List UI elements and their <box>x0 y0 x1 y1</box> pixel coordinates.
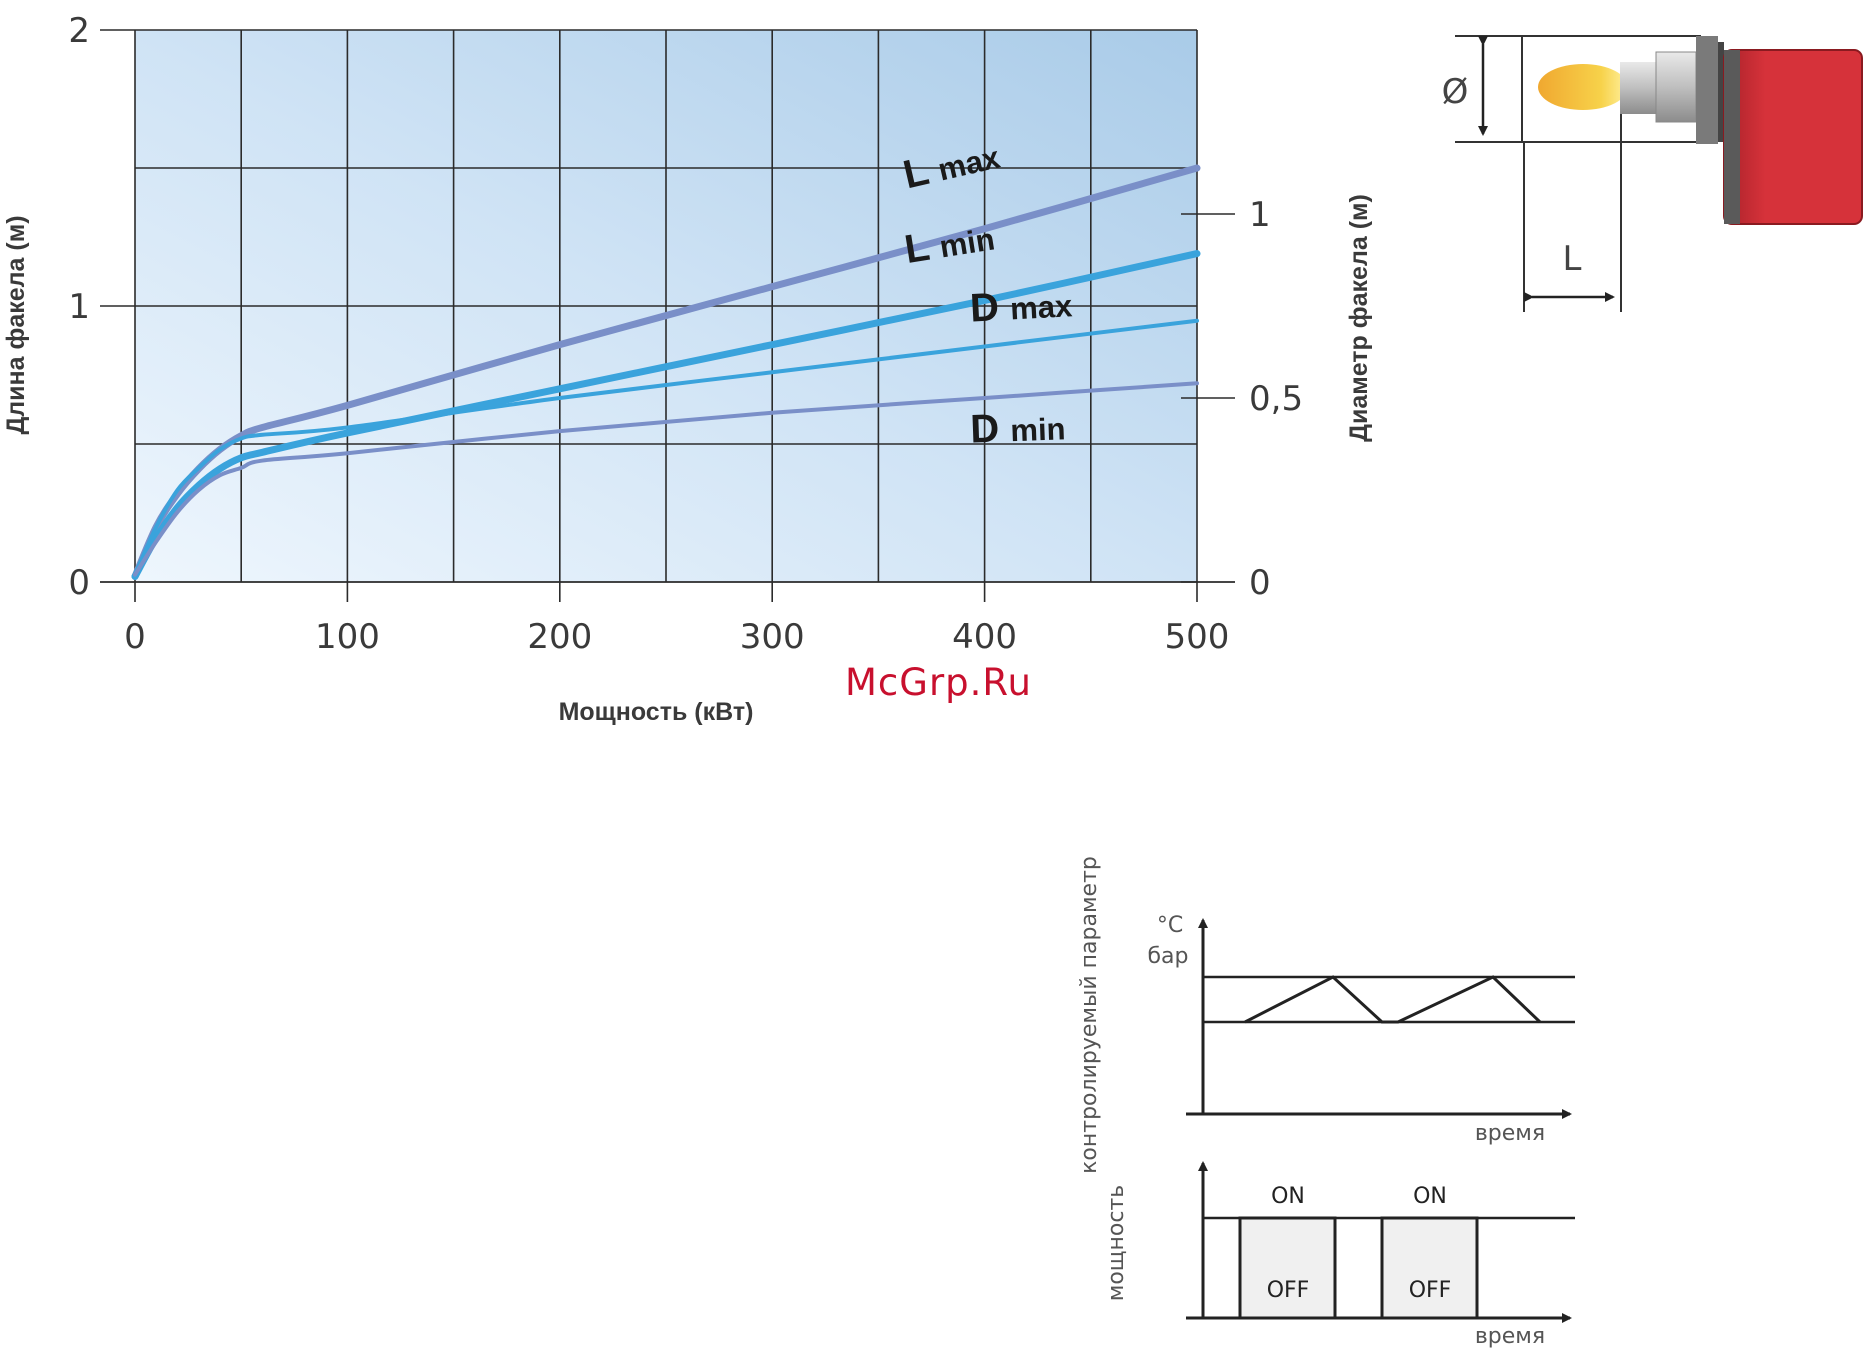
axis-ticks: 0 1 2 0 100 200 300 400 500 0 0,5 1 <box>68 11 1303 657</box>
y-right-tick-label: 0 <box>1249 563 1271 603</box>
x-axis-title: Мощность (кВт) <box>559 698 754 726</box>
length-label: L <box>1563 239 1582 279</box>
y-left-tick-label: 0 <box>68 563 90 603</box>
on-block-2 <box>1380 1216 1479 1320</box>
curve-label-suffix: min <box>1010 411 1066 448</box>
unit-celsius: °C <box>1157 913 1183 938</box>
off-label-1: OFF <box>1267 1278 1310 1303</box>
series-line-l-max <box>131 164 1201 580</box>
watermark: McGrp.Ru <box>845 661 1032 704</box>
curve-label-letter: D <box>970 406 1012 451</box>
flange-edge <box>1718 42 1724 142</box>
x-tick-label: 0 <box>124 617 146 657</box>
series-line-d-min <box>133 381 1199 577</box>
series-line-d-max <box>133 318 1199 577</box>
control-diagram: °C бар контролируемый параметр время ON … <box>1077 856 1575 1348</box>
lower-x-label: время <box>1475 1324 1545 1348</box>
curves <box>131 164 1201 580</box>
burner-housing <box>1723 49 1863 225</box>
upper-y-title: контролируемый параметр <box>1077 856 1102 1174</box>
diameter-label: Ø <box>1442 72 1469 112</box>
nozzle-body <box>1655 51 1697 123</box>
flange <box>1696 36 1718 144</box>
y-right-tick-label: 0,5 <box>1249 379 1303 419</box>
y-right-tick-label: 1 <box>1249 195 1271 235</box>
on-label-1: ON <box>1271 1184 1305 1209</box>
y-left-axis-title: Длина факела (м) <box>2 215 30 434</box>
curve-label-d-max: D max <box>969 281 1074 330</box>
y-left-tick-label: 2 <box>68 11 90 51</box>
flame-dimension-chart: 0 1 2 0 100 200 300 400 500 0 0,5 1 L max L min D max… <box>2 11 1373 726</box>
on-block-1 <box>1238 1216 1337 1320</box>
on-label-2: ON <box>1413 1184 1447 1209</box>
unit-bar: бар <box>1147 944 1188 969</box>
nozzle-tip <box>1620 62 1656 114</box>
curve-label-suffix: min <box>937 221 997 264</box>
curve-label-letter: D <box>969 285 1011 331</box>
x-tick-label: 400 <box>952 617 1017 657</box>
curve-label-letter: L <box>902 223 943 272</box>
x-tick-label: 300 <box>740 617 805 657</box>
lower-y-title: мощность <box>1104 1185 1129 1302</box>
flame-shape <box>1538 64 1628 110</box>
y-right-axis-title: Диаметр факела (м) <box>1345 194 1373 442</box>
x-tick-label: 100 <box>315 617 380 657</box>
series-line-l-min <box>131 250 1201 580</box>
grid-lines <box>134 29 1198 583</box>
off-label-2: OFF <box>1409 1278 1452 1303</box>
curve-label-l-min: L min <box>902 214 998 272</box>
curve-label-suffix: max <box>1009 288 1074 326</box>
burner-diagram: Ø L <box>1442 35 1863 312</box>
housing-shadow <box>1724 50 1740 224</box>
upper-x-label: время <box>1475 1121 1545 1146</box>
x-tick-label: 200 <box>527 617 592 657</box>
curve-label-d-min: D min <box>970 404 1067 451</box>
parameter-curve <box>1244 975 1542 1024</box>
y-left-tick-label: 1 <box>68 287 90 327</box>
x-tick-label: 500 <box>1165 617 1230 657</box>
